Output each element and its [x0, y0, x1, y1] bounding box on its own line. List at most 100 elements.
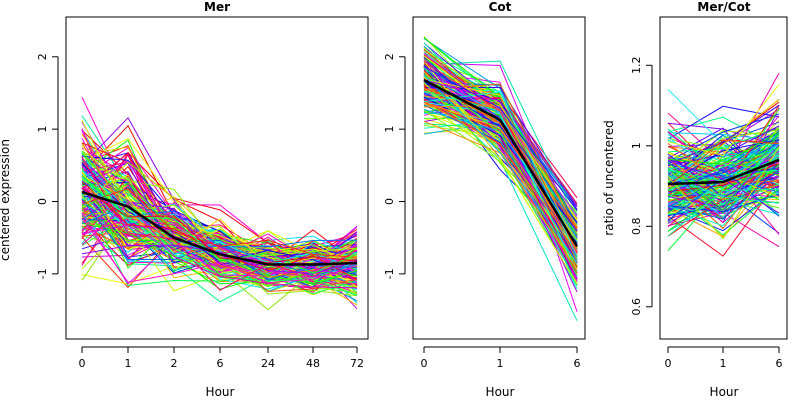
y-tick-label: 1 — [36, 126, 49, 133]
y-axis: -1 0 1 2 — [383, 53, 406, 279]
series-line — [81, 186, 358, 280]
y-tick-label: -1 — [383, 268, 396, 279]
series-line — [81, 161, 358, 257]
y-tick-label: 1 — [383, 126, 396, 133]
x-tick-label: 1 — [720, 357, 727, 370]
x-axis-label: Hour — [486, 385, 515, 399]
x-tick-label: 0 — [665, 357, 672, 370]
plot-frame — [659, 16, 788, 340]
series-line — [423, 98, 578, 262]
y-tick-label: 0 — [36, 198, 49, 205]
series-line — [667, 122, 780, 147]
series-line — [81, 143, 358, 278]
series-lines — [423, 36, 578, 321]
series-line — [667, 171, 780, 209]
x-tick-label: 6 — [776, 357, 783, 370]
series-line — [667, 183, 780, 216]
series-line — [667, 188, 780, 236]
series-lines — [81, 96, 358, 311]
series-line — [667, 146, 780, 240]
series-line — [81, 182, 358, 286]
x-tick-label: 6 — [574, 357, 581, 370]
series-line — [81, 175, 358, 267]
y-tick-label: 2 — [383, 53, 396, 60]
series-line — [667, 159, 780, 214]
panel-title: Cot — [489, 0, 512, 14]
series-line — [423, 90, 578, 272]
series-line — [81, 217, 358, 284]
series-line — [667, 149, 780, 208]
series-line — [423, 78, 578, 246]
y-axis-label: centered expression — [0, 139, 12, 261]
series-line — [667, 179, 780, 257]
x-tick-label: 6 — [217, 357, 224, 370]
series-line — [423, 91, 578, 257]
series-line — [423, 88, 578, 262]
panel-title: Mer/Cot — [697, 0, 750, 14]
panel-mer-cot: Mer/Cot 0 1 6 0.6 0.8 1 1.2 Hour ratio of unc… — [602, 0, 788, 399]
series-line — [667, 168, 780, 220]
mean-line — [81, 190, 358, 266]
series-line — [423, 79, 578, 206]
series-line — [667, 152, 780, 219]
series-line — [423, 101, 578, 285]
y-tick-label: 2 — [36, 53, 49, 60]
x-tick-label: 1 — [497, 357, 504, 370]
x-tick-label: 48 — [306, 357, 320, 370]
series-line — [667, 128, 780, 176]
mean-line — [423, 78, 579, 248]
series-line — [423, 104, 578, 228]
panel-mer: Mer 0 1 2 6 24 48 72 -1 0 1 2 Hour centered expre… — [0, 0, 369, 399]
y-tick-label: 0.8 — [630, 218, 643, 236]
series-line — [81, 202, 358, 289]
series-line — [81, 188, 358, 258]
series-line — [667, 113, 780, 163]
y-tick-label: -1 — [36, 268, 49, 279]
x-axis: 0 1 2 6 24 48 72 — [79, 346, 364, 370]
series-line — [667, 133, 780, 212]
series-line — [423, 60, 578, 276]
series-line — [667, 84, 780, 156]
panel-cot: Cot 0 1 6 -1 0 1 2 Hour — [383, 0, 586, 399]
y-tick-label: 1.2 — [630, 57, 643, 75]
series-line — [667, 105, 780, 140]
series-line — [667, 142, 780, 185]
series-line — [423, 74, 578, 263]
series-line — [423, 100, 578, 249]
panel-title: Mer — [204, 0, 230, 14]
y-axis-label: ratio of uncentered — [602, 120, 616, 235]
series-line — [667, 125, 780, 167]
y-tick-label: 1 — [630, 142, 643, 149]
series-line — [667, 144, 780, 208]
x-axis: 0 1 6 — [665, 346, 783, 370]
series-lines — [667, 72, 780, 257]
series-line — [667, 139, 780, 187]
series-line — [423, 103, 578, 251]
series-line — [423, 65, 578, 211]
series-line — [667, 188, 780, 237]
y-tick-label: 0.6 — [630, 298, 643, 316]
x-tick-label: 0 — [79, 357, 86, 370]
y-tick-label: 0 — [383, 198, 396, 205]
y-axis: 0.6 0.8 1 1.2 — [630, 57, 653, 316]
x-axis-label: Hour — [206, 385, 235, 399]
series-line — [81, 119, 358, 260]
series-line — [81, 183, 358, 285]
series-line — [667, 143, 780, 197]
x-tick-label: 1 — [125, 357, 132, 370]
series-line — [81, 167, 358, 284]
x-tick-label: 0 — [421, 357, 428, 370]
series-line — [81, 156, 358, 291]
x-axis-label: Hour — [710, 385, 739, 399]
series-line — [423, 48, 578, 226]
x-tick-label: 24 — [261, 357, 275, 370]
plot-frame — [65, 16, 369, 340]
y-axis: -1 0 1 2 — [36, 53, 59, 279]
x-tick-label: 72 — [350, 357, 364, 370]
series-line — [667, 139, 780, 163]
series-line — [423, 73, 578, 257]
series-line — [667, 134, 780, 205]
series-line — [81, 187, 358, 264]
plot-frame — [412, 16, 586, 340]
